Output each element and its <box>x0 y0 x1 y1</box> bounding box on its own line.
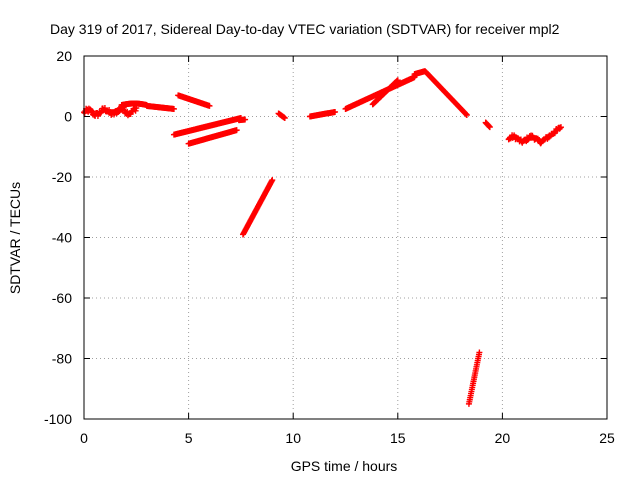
data-point <box>233 127 240 134</box>
data-point <box>242 116 249 123</box>
data-point <box>463 111 470 118</box>
x-tick-label: 10 <box>285 430 301 446</box>
tick-labels: 0 5 10 15 20 25 -100 -80 -60 -40 -20 0 20 <box>44 48 615 446</box>
y-axis-label: SDTVAR / TECUs <box>7 182 23 294</box>
x-tick-label: 0 <box>80 430 88 446</box>
y-tick-label: -60 <box>52 290 72 306</box>
data-points <box>81 68 564 407</box>
x-tick-label: 25 <box>599 430 615 446</box>
data-point <box>269 177 276 184</box>
x-tick-label: 5 <box>185 430 193 446</box>
data-point <box>394 77 401 84</box>
chart-title: Day 319 of 2017, Sidereal Day-to-day VTE… <box>50 21 560 37</box>
data-point <box>486 124 493 131</box>
data-point <box>332 108 339 115</box>
data-point <box>557 124 564 131</box>
y-tick-label: 20 <box>56 48 72 64</box>
y-tick-label: 0 <box>64 109 72 125</box>
y-tick-label: -80 <box>52 351 72 367</box>
y-tick-label: -100 <box>44 411 72 427</box>
data-point <box>116 108 123 115</box>
data-point <box>281 115 288 122</box>
grid <box>84 56 607 419</box>
data-point <box>206 102 213 109</box>
x-tick-label: 15 <box>390 430 406 446</box>
axes <box>83 55 608 420</box>
y-tick-label: -40 <box>52 230 72 246</box>
y-tick-label: -20 <box>52 169 72 185</box>
x-tick-label: 20 <box>495 430 511 446</box>
data-point <box>170 105 177 112</box>
data-point <box>476 349 483 356</box>
x-axis-label: GPS time / hours <box>291 458 398 474</box>
